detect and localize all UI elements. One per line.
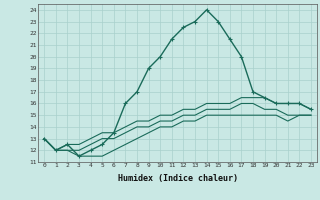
X-axis label: Humidex (Indice chaleur): Humidex (Indice chaleur)	[118, 174, 238, 183]
